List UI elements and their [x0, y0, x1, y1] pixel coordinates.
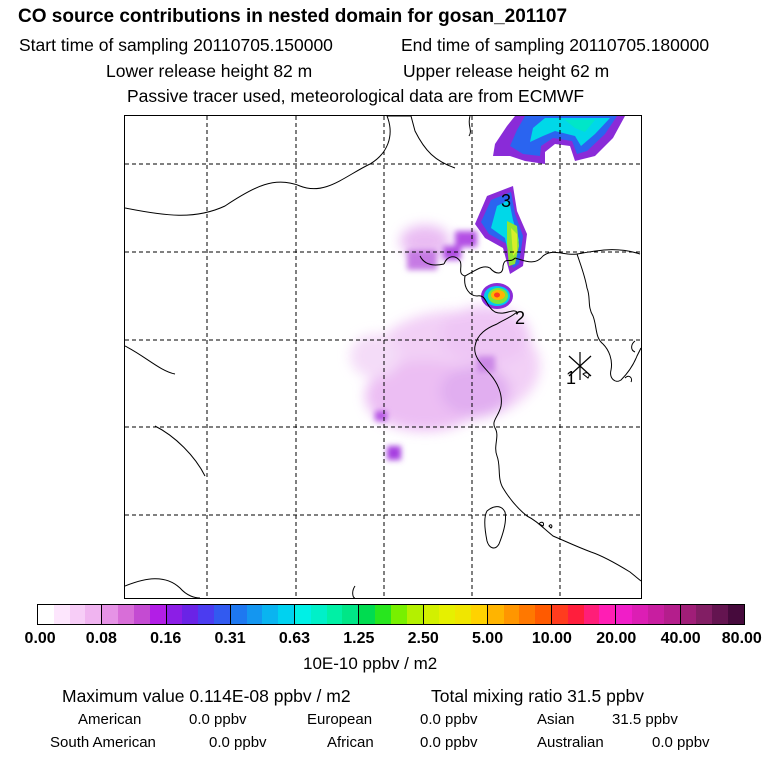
upper-release-height: Upper release height 62 m [403, 61, 610, 81]
colorbar-segment [246, 605, 263, 624]
colorbar-segment [727, 605, 744, 624]
colorbar-tick-label: 0.63 [278, 630, 311, 647]
colorbar-tick-label: 0.31 [214, 630, 246, 647]
colorbar-segment [712, 605, 728, 624]
map-canvas: 1 2 3 [124, 115, 642, 599]
colorbar-segment [149, 605, 167, 624]
lower-release-height: Lower release height 82 m [106, 61, 313, 81]
colorbar-segment [423, 605, 440, 624]
map-panel: 1 2 3 [124, 115, 642, 599]
region-name: Asian [537, 711, 575, 728]
colorbar-segment [632, 605, 648, 624]
region-value: 0.0 ppbv [189, 711, 247, 728]
plume-patches [375, 231, 495, 460]
colorbar-segment [616, 605, 633, 624]
colorbar-segment [439, 605, 456, 624]
colorbar-segment [69, 605, 86, 624]
colorbar-segment [390, 605, 407, 624]
colorbar-tick-label: 80.00 [721, 630, 762, 647]
colorbar-segment [326, 605, 343, 624]
colorbar-segment [310, 605, 327, 624]
colorbar-tick-label: 40.00 [660, 630, 701, 647]
colorbar-unit: 10E-10 ppbv / m2 [303, 654, 438, 673]
total-mixing-ratio: Total mixing ratio 31.5 ppbv [431, 686, 645, 706]
plot-title: CO source contributions in nested domain… [18, 6, 568, 27]
colorbar-segment [375, 605, 391, 624]
colorbar-tick-label: 0.08 [85, 630, 117, 647]
colorbar-segment [552, 605, 568, 624]
colorbar-segment [567, 605, 584, 624]
colorbar-segment [262, 605, 279, 624]
colorbar-tick-label: 10.00 [531, 630, 572, 647]
marker-label-3: 3 [501, 191, 511, 211]
sampling-start-time: Start time of sampling 20110705.150000 [19, 35, 333, 55]
colorbar-segment [406, 605, 424, 624]
colorbar-segment [487, 605, 504, 624]
colorbar-segment [680, 605, 697, 624]
plume-hotspot [481, 283, 513, 309]
region-value: 0.0 ppbv [209, 734, 267, 751]
colorbar-segment [198, 605, 214, 624]
colorbar-segment [470, 605, 488, 624]
region-value: 0.0 ppbv [420, 711, 478, 728]
colorbar-segment [166, 605, 183, 624]
marker-label-1: 1 [566, 368, 576, 388]
colorbar-segment [278, 605, 295, 624]
colorbar-segment [133, 605, 150, 624]
colorbar-segment [53, 605, 70, 624]
region-name: Australian [537, 734, 604, 751]
plume-east-china [350, 225, 540, 431]
region-name: European [307, 711, 373, 728]
region-value: 31.5 ppbv [612, 711, 678, 728]
colorbar-tick-label: 20.00 [596, 630, 637, 647]
receptor-star-icon [568, 352, 592, 380]
graticule [125, 116, 641, 598]
colorbar-segment [455, 605, 471, 624]
colorbar [37, 604, 745, 625]
tracer-note: Passive tracer used, meteorological data… [127, 86, 585, 106]
colorbar-segment [213, 605, 231, 624]
colorbar-segment [696, 605, 713, 624]
colorbar-segment [118, 605, 134, 624]
colorbar-tick-label: 1.25 [343, 630, 375, 647]
colorbar-segment [102, 605, 119, 624]
region-name: South American [50, 734, 156, 751]
colorbar-segment [535, 605, 552, 624]
colorbar-tick-label: 0.16 [150, 630, 182, 647]
marker-label-2: 2 [515, 308, 525, 328]
concentration-field [350, 116, 625, 460]
region-value: 0.0 ppbv [652, 734, 710, 751]
colorbar-segment [663, 605, 681, 624]
colorbar-segment [342, 605, 360, 624]
colorbar-tick-label: 2.50 [407, 630, 439, 647]
colorbar-segment [599, 605, 617, 624]
region-name: American [78, 711, 142, 728]
colorbar-segment [359, 605, 376, 624]
colorbar-segment [85, 605, 103, 624]
colorbar-segment [182, 605, 199, 624]
colorbar-segment [647, 605, 664, 624]
region-value: 0.0 ppbv [420, 734, 478, 751]
maximum-value: Maximum value 0.114E-08 ppbv / m2 [62, 686, 351, 706]
sampling-end-time: End time of sampling 20110705.180000 [401, 35, 710, 55]
colorbar-tick-label: 0.00 [24, 630, 56, 647]
region-name: African [327, 734, 374, 751]
colorbar-segment [583, 605, 600, 624]
colorbar-segment [503, 605, 520, 624]
colorbar-segment [519, 605, 536, 624]
colorbar-tick-label: 5.00 [471, 630, 504, 647]
colorbar-segment [295, 605, 311, 624]
colorbar-segment [38, 605, 54, 624]
plume-northeast [475, 116, 625, 274]
colorbar-segment [230, 605, 247, 624]
